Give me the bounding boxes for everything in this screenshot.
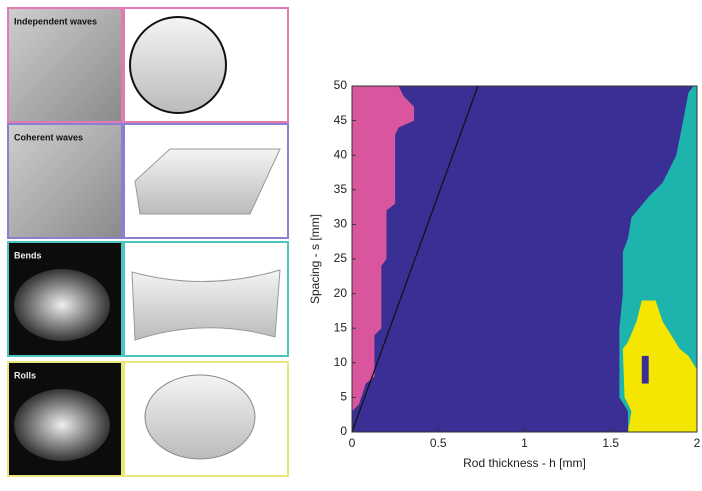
sim-shape bbox=[129, 16, 227, 114]
panel-label: Independent waves bbox=[14, 16, 97, 26]
panels: Independent waves Coherent waves Bends Roll… bbox=[7, 7, 289, 477]
photo bbox=[8, 124, 122, 238]
sim-shape bbox=[131, 269, 281, 341]
y-tick-label: 40 bbox=[334, 147, 348, 161]
x-tick-label: 0.5 bbox=[430, 436, 447, 450]
x-tick-label: 1 bbox=[521, 436, 528, 450]
y-tick-label: 10 bbox=[334, 355, 348, 369]
x-tick-label: 1.5 bbox=[602, 436, 619, 450]
y-tick-label: 50 bbox=[334, 78, 348, 92]
boundary-line bbox=[351, 85, 479, 433]
photo-sheet bbox=[14, 269, 110, 341]
y-tick-label: 20 bbox=[334, 286, 348, 300]
phase-region bbox=[641, 355, 649, 384]
sim-shape bbox=[134, 148, 281, 215]
y-tick-label: 5 bbox=[340, 390, 347, 404]
x-tick-label: 2 bbox=[694, 436, 701, 450]
photo-border bbox=[7, 241, 123, 357]
y-tick-label: 25 bbox=[334, 251, 348, 265]
panel-label: Rolls bbox=[14, 370, 36, 380]
y-tick-label: 30 bbox=[334, 217, 348, 231]
phase-region bbox=[622, 300, 697, 432]
photo-border bbox=[7, 7, 123, 123]
x-axis-label: Rod thickness - h [mm] bbox=[463, 456, 586, 470]
y-tick-label: 0 bbox=[340, 424, 347, 438]
phase-region bbox=[352, 86, 415, 412]
photo-border bbox=[7, 123, 123, 239]
x-tick-label: 0 bbox=[349, 436, 356, 450]
y-axis-label: Spacing - s [mm] bbox=[308, 214, 322, 304]
panel-label: Bends bbox=[14, 250, 42, 260]
sim-shape bbox=[144, 374, 256, 460]
photo-sheet bbox=[14, 389, 110, 461]
y-tick-label: 35 bbox=[334, 182, 348, 196]
y-tick-label: 15 bbox=[334, 320, 348, 334]
y-tick-label: 45 bbox=[334, 113, 348, 127]
photo-border bbox=[7, 361, 123, 477]
panel-label: Coherent waves bbox=[14, 132, 83, 142]
photo bbox=[8, 8, 122, 122]
